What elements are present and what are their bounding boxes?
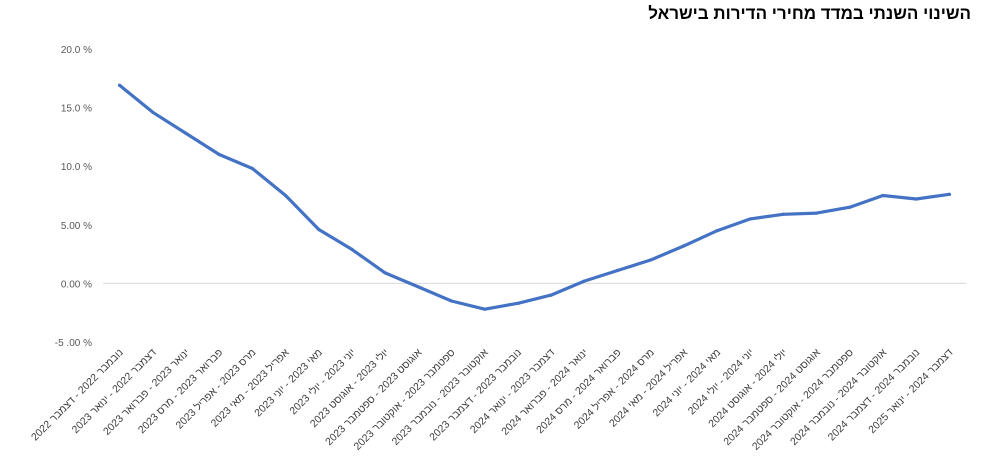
data-point (416, 285, 420, 289)
data-point (350, 247, 354, 252)
y-tick-label: 15.0 % (61, 104, 92, 115)
data-point (881, 193, 885, 198)
chart-title: השינוי השנתי במדד מחירי הדירות בישראל (648, 4, 971, 23)
data-point (317, 227, 321, 232)
y-tick-label: 20.0 % (61, 45, 92, 56)
data-point (914, 197, 918, 201)
data-point (250, 166, 254, 171)
data-point (449, 299, 454, 303)
data-point (283, 193, 288, 198)
data-point (151, 110, 155, 114)
data-point (483, 307, 487, 311)
y-tick-label: 0.00 % (61, 279, 92, 290)
data-point (549, 293, 553, 297)
data-point (848, 205, 852, 209)
data-point (383, 271, 387, 275)
y-tick-label: 5.00 % (61, 221, 92, 232)
data-point (117, 83, 122, 87)
y-tick-label: -5 .00 % (55, 338, 92, 349)
data-point (815, 211, 819, 215)
data-point (947, 192, 952, 196)
plot-area (103, 83, 966, 311)
data-point (184, 131, 188, 135)
data-point (649, 258, 653, 262)
y-axis: 20.0 % 15.0 % 10.0 % 5.00 % 0.00 % -5 .00 % (55, 45, 92, 349)
data-point (582, 279, 586, 283)
data-point (217, 152, 221, 157)
data-point (682, 244, 686, 248)
data-point (615, 268, 620, 273)
data-point (748, 217, 752, 221)
data-point (715, 229, 719, 233)
data-point (781, 212, 786, 216)
series-line (117, 83, 952, 311)
y-tick-label: 10.0 % (61, 162, 92, 173)
data-point (516, 301, 520, 305)
